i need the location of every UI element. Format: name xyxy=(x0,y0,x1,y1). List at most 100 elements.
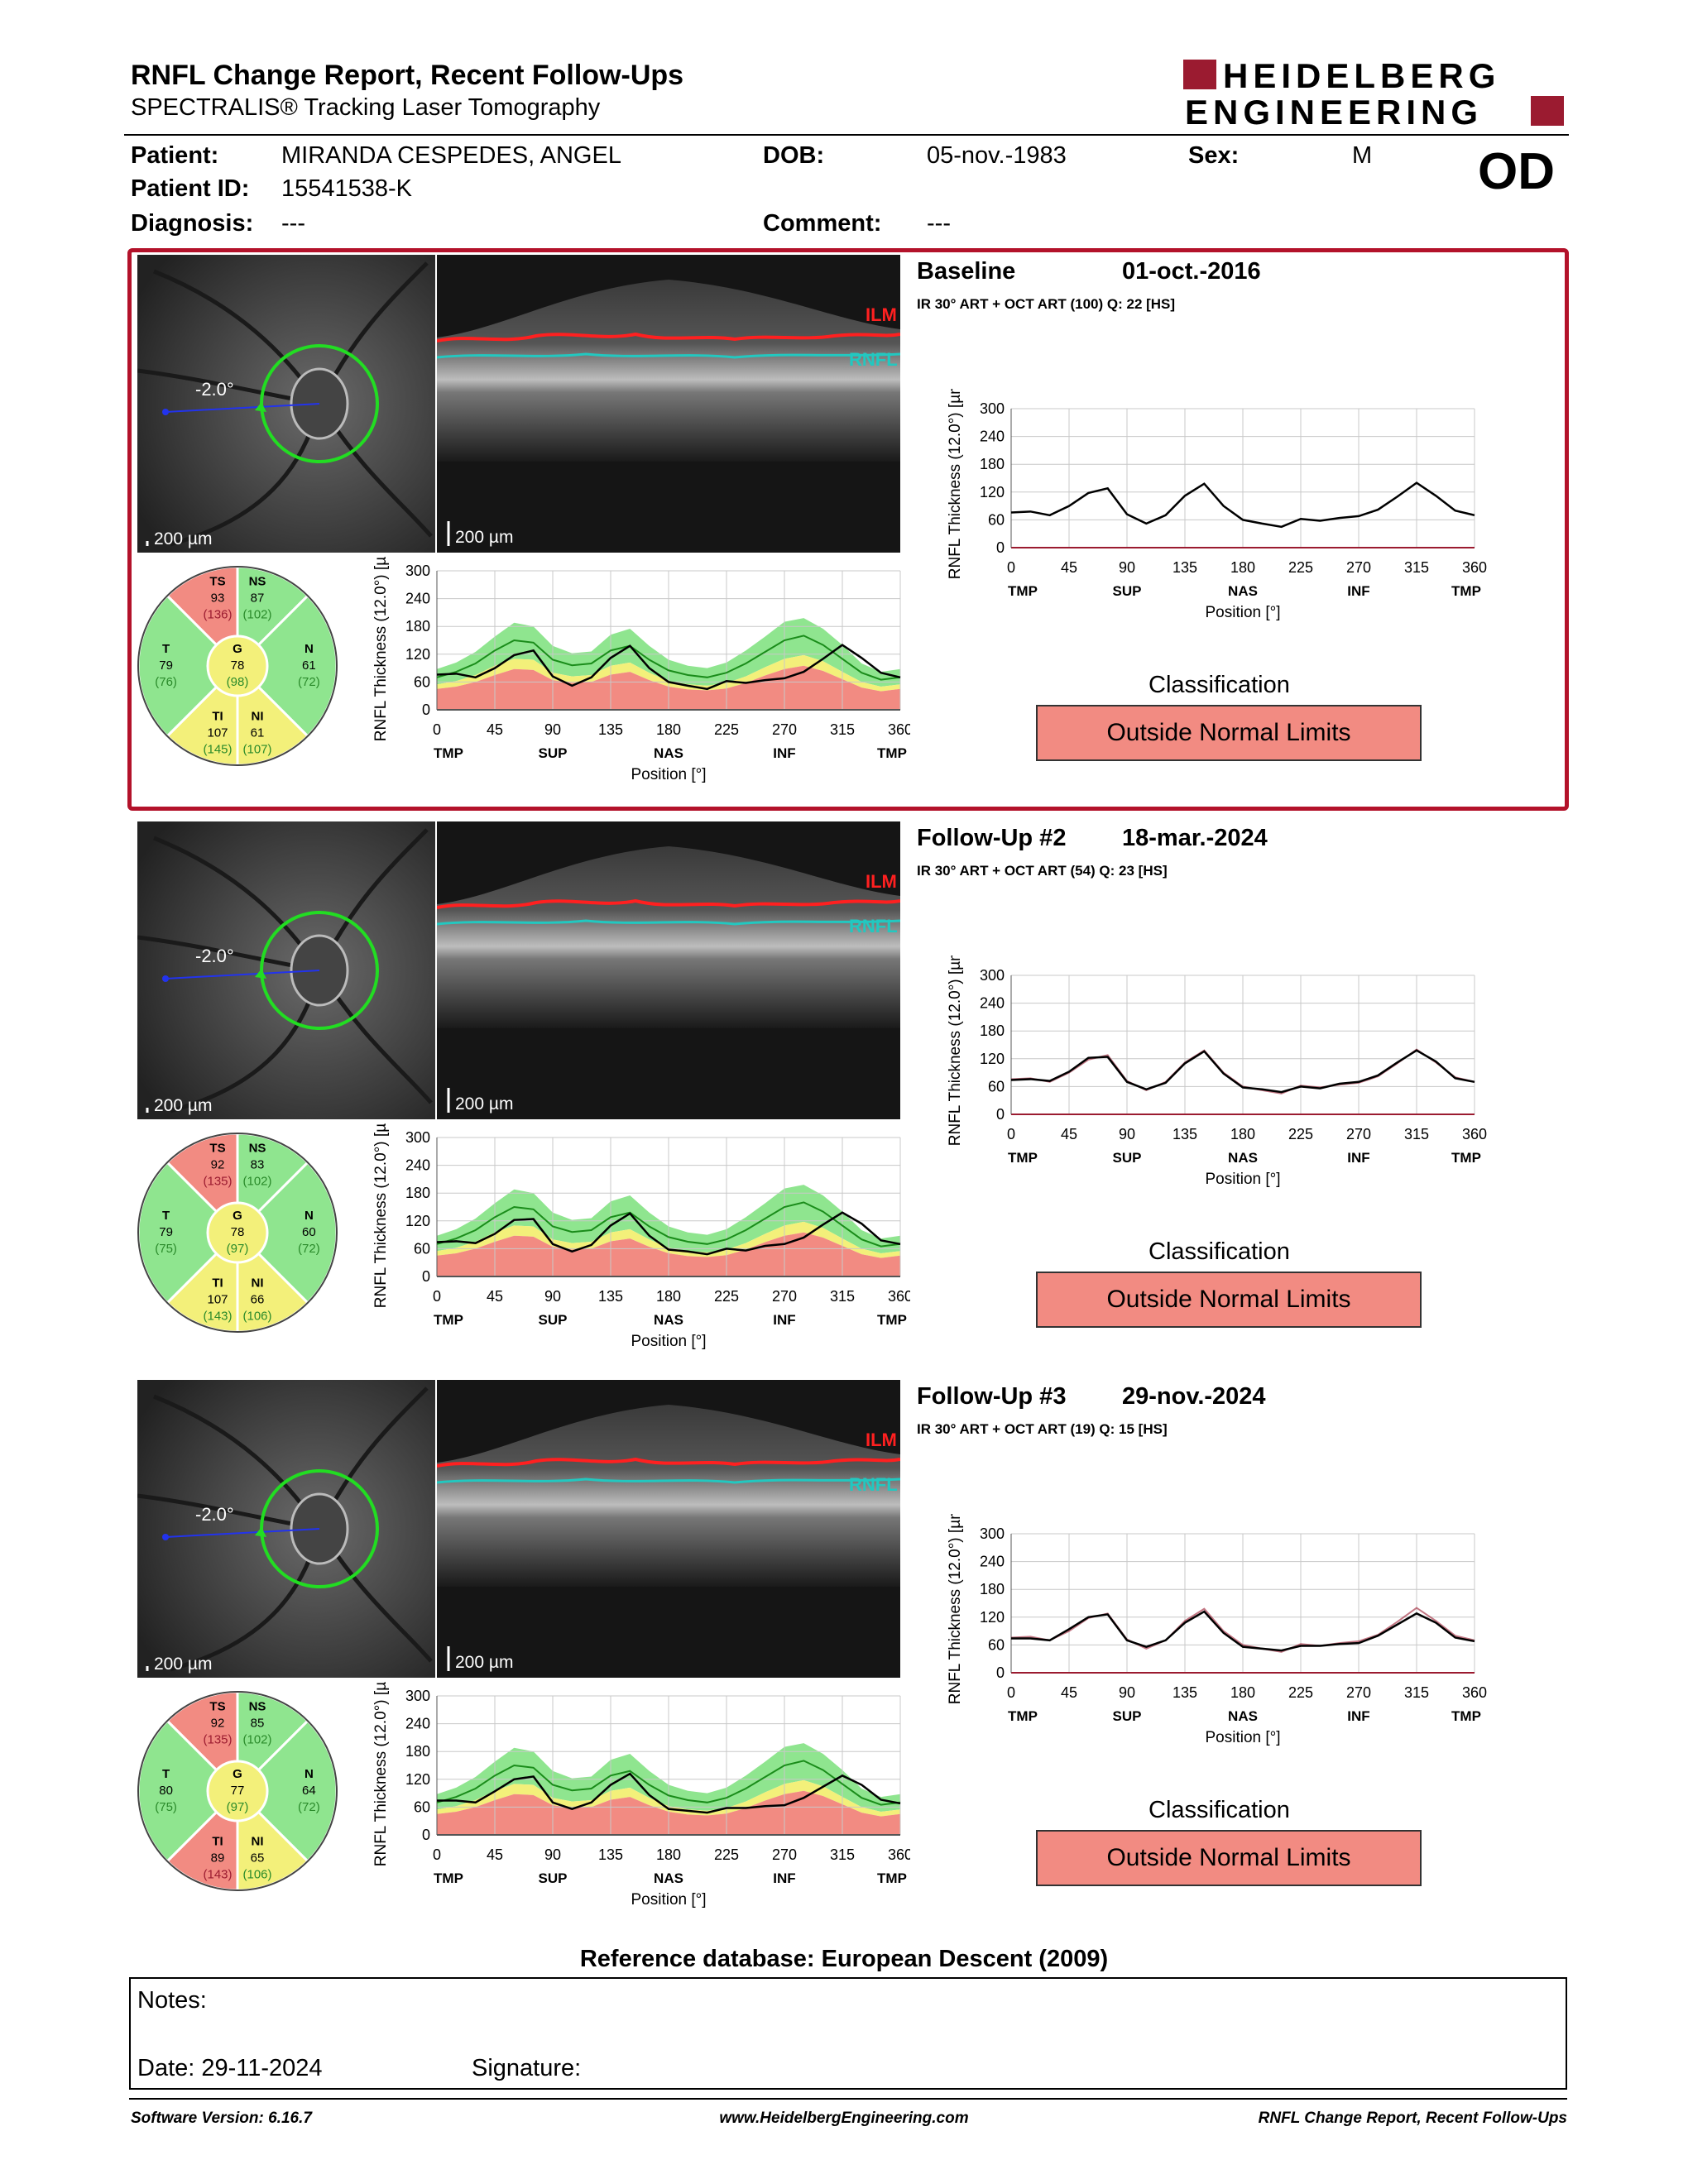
sector-ts-value: 92 xyxy=(211,1716,225,1730)
sector-ni-ref: (106) xyxy=(242,1310,271,1324)
oct-bscan-svg: ILM RNFL 200 µm xyxy=(437,821,900,1119)
y-tick-label: 300 xyxy=(405,1688,430,1704)
x-axis-label: Position [°] xyxy=(631,1891,706,1909)
sector-t-ref: (75) xyxy=(155,1800,177,1814)
sector-ni-ref: (106) xyxy=(242,1868,271,1882)
x-tick-label: 45 xyxy=(487,1288,503,1305)
sector-ni-value: 65 xyxy=(251,1851,265,1866)
oct-bscan-svg: ILM RNFL 200 µm xyxy=(437,1380,900,1678)
normal-mean-line xyxy=(436,1201,901,1248)
x-sector-label: TMP xyxy=(434,745,463,761)
x-tick-label: 360 xyxy=(888,721,910,738)
comment-label: Comment: xyxy=(763,210,882,237)
fovea-marker xyxy=(162,1534,169,1540)
sector-g-ref: (97) xyxy=(227,1800,249,1814)
axis-angle-label: -2.0° xyxy=(195,1504,234,1525)
axis-angle-label: -2.0° xyxy=(195,946,234,966)
rnfl-profile-line xyxy=(1010,481,1475,529)
y-tick-label: 60 xyxy=(988,511,1005,528)
rnfl-label: RNFL xyxy=(849,349,898,370)
y-tick-label: 120 xyxy=(405,1213,430,1229)
visit-panel-0: -2.0° 200 µm ILM RNFL 200 µm TS 93 (136) NS 87 (10… xyxy=(0,248,1688,811)
report-subtitle: SPECTRALIS® Tracking Laser Tomography xyxy=(131,94,601,121)
classification-title: Classification xyxy=(1149,1238,1290,1265)
x-tick-label: 225 xyxy=(714,1288,739,1305)
y-axis-label: RNFL Thickness (12.0°) [µm] xyxy=(947,389,964,579)
header-divider xyxy=(124,134,1569,136)
y-tick-label: 180 xyxy=(980,1581,1005,1597)
rnfl-boundary xyxy=(437,1478,900,1484)
heidelberg-logo: HEIDELBERG ENGINEERING xyxy=(1183,58,1564,129)
date-label: Date: 29-11-2024 xyxy=(137,2055,323,2081)
rnfl-profile-line xyxy=(436,1211,901,1256)
rnfl-profile-line xyxy=(437,1772,901,1814)
x-sector-label: NAS xyxy=(1228,583,1258,599)
sector-t-ref: (76) xyxy=(155,675,177,689)
sector-g xyxy=(206,635,269,697)
y-tick-label: 240 xyxy=(405,591,430,607)
sector-ni-label: NI xyxy=(252,1276,264,1291)
visit-panel-2: -2.0° 200 µm ILM RNFL 200 µm TS 92 (135) NS 85 (10… xyxy=(0,1373,1688,1936)
sector-t-label: T xyxy=(162,1209,170,1223)
scan-start-arrow xyxy=(255,402,266,412)
x-axis-label: Position [°] xyxy=(631,1333,706,1350)
x-tick-label: 0 xyxy=(433,1288,441,1305)
y-tick-label: 120 xyxy=(980,1609,1005,1626)
sector-ns-ref: (102) xyxy=(242,1174,271,1188)
sector-t-ref: (75) xyxy=(155,1242,177,1256)
x-tick-label: 90 xyxy=(544,1846,561,1863)
sector-ti-ref: (145) xyxy=(203,743,232,757)
comment-value: --- xyxy=(927,210,951,237)
x-tick-label: 90 xyxy=(1119,1684,1135,1701)
y-tick-label: 300 xyxy=(980,1525,1005,1542)
oct-bscan: ILM RNFL 200 µm xyxy=(437,1380,900,1678)
rnfl-label: RNFL xyxy=(849,1474,898,1495)
x-tick-label: 0 xyxy=(433,721,441,738)
software-version: Software Version: 6.16.7 xyxy=(131,2110,312,2127)
rnfl-profile-line xyxy=(436,644,901,691)
sector-ts-value: 92 xyxy=(211,1157,225,1171)
scan-start-arrow xyxy=(255,1527,266,1537)
x-tick-label: 135 xyxy=(598,721,623,738)
y-tick-label: 180 xyxy=(405,1185,430,1201)
fovea-disc-axis xyxy=(165,403,320,413)
fundus-image: -2.0° 200 µm xyxy=(137,821,435,1119)
fundus-image: -2.0° 200 µm xyxy=(137,1380,435,1678)
x-tick-label: 135 xyxy=(1172,1684,1197,1701)
baseline-highlight-frame xyxy=(127,248,1569,811)
y-tick-label: 180 xyxy=(980,456,1005,472)
x-tick-label: 0 xyxy=(433,1846,441,1863)
sector-g-value: 77 xyxy=(231,1784,245,1798)
patient-id-value: 15541538-K xyxy=(281,175,413,202)
sector-ns-value: 83 xyxy=(251,1157,265,1171)
x-tick-label: 270 xyxy=(772,721,797,738)
x-sector-label: TMP xyxy=(434,1870,463,1886)
y-axis-label: RNFL Thickness (12.0°) [µm] xyxy=(372,1123,390,1308)
y-tick-label: 180 xyxy=(405,618,430,635)
x-tick-label: 0 xyxy=(1007,1126,1015,1142)
x-tick-label: 45 xyxy=(487,1846,503,1863)
sector-ti-value: 107 xyxy=(207,726,228,740)
x-tick-label: 225 xyxy=(714,1846,739,1863)
sector-ti-value: 107 xyxy=(207,1293,228,1307)
rnfl-profile-line xyxy=(1011,1610,1475,1652)
x-tick-label: 45 xyxy=(1061,1684,1077,1701)
sector-g-label: G xyxy=(233,1209,242,1223)
sector-ts-ref: (136) xyxy=(203,607,232,621)
oct-bscan-svg: ILM RNFL 200 µm xyxy=(437,255,900,553)
y-tick-label: 300 xyxy=(405,1129,430,1146)
retina-tissue xyxy=(437,1405,900,1587)
sector-ni-label: NI xyxy=(252,1835,264,1849)
normal-mean-line xyxy=(436,635,901,681)
sector-g xyxy=(206,1201,269,1264)
fundus-svg: -2.0° 200 µm xyxy=(137,821,435,1119)
x-tick-label: 315 xyxy=(830,1846,855,1863)
sector-n-label: N xyxy=(305,1209,314,1223)
sector-ns-label: NS xyxy=(249,574,266,588)
sector-ns-value: 85 xyxy=(251,1716,265,1730)
rnfl-profile-chart-change: 0 60 120 180 240 300 0 45 90 135 180 225 270 315 360 TM… xyxy=(947,1514,1487,1746)
bscan-scale-label: 200 µm xyxy=(455,1653,513,1672)
x-sector-label: SUP xyxy=(1113,1708,1142,1724)
sector-ns-label: NS xyxy=(249,1141,266,1155)
retina-tissue xyxy=(437,846,900,1028)
